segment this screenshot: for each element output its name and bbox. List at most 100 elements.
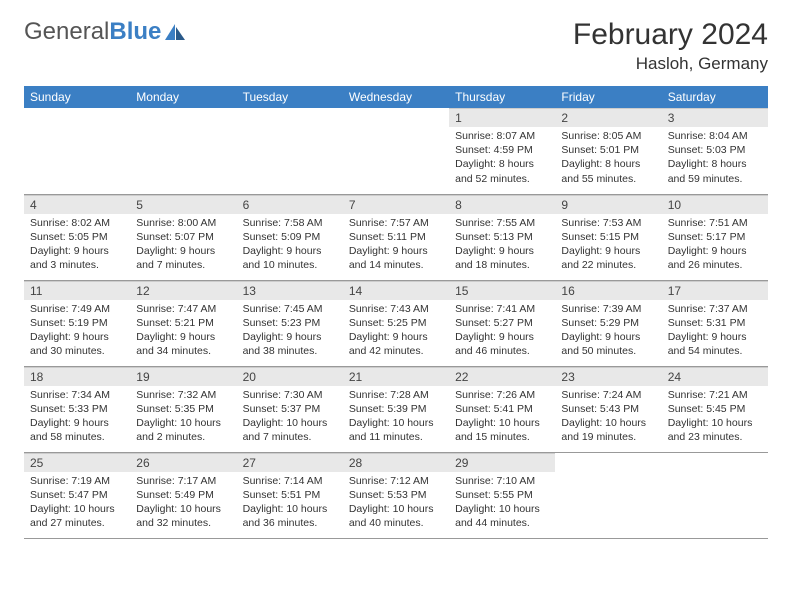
day-details: Sunrise: 7:30 AMSunset: 5:37 PMDaylight:…	[237, 386, 343, 447]
day-details: Sunrise: 7:57 AMSunset: 5:11 PMDaylight:…	[343, 214, 449, 275]
day-header: Friday	[555, 86, 661, 108]
day-header: Thursday	[449, 86, 555, 108]
calendar-day-empty	[24, 108, 130, 194]
day-details: Sunrise: 7:37 AMSunset: 5:31 PMDaylight:…	[662, 300, 768, 361]
date-number: 29	[449, 453, 555, 472]
calendar-day-empty	[343, 108, 449, 194]
day-details: Sunrise: 7:12 AMSunset: 5:53 PMDaylight:…	[343, 472, 449, 533]
date-number: 11	[24, 281, 130, 300]
day-details: Sunrise: 7:21 AMSunset: 5:45 PMDaylight:…	[662, 386, 768, 447]
day-details: Sunrise: 7:45 AMSunset: 5:23 PMDaylight:…	[237, 300, 343, 361]
date-number: 13	[237, 281, 343, 300]
calendar-day: 9Sunrise: 7:53 AMSunset: 5:15 PMDaylight…	[555, 194, 661, 280]
day-header: Tuesday	[237, 86, 343, 108]
calendar-day: 25Sunrise: 7:19 AMSunset: 5:47 PMDayligh…	[24, 452, 130, 538]
calendar-day: 11Sunrise: 7:49 AMSunset: 5:19 PMDayligh…	[24, 280, 130, 366]
calendar-day: 1Sunrise: 8:07 AMSunset: 4:59 PMDaylight…	[449, 108, 555, 194]
logo-text-1: General	[24, 18, 109, 45]
day-details: Sunrise: 7:47 AMSunset: 5:21 PMDaylight:…	[130, 300, 236, 361]
date-number: 28	[343, 453, 449, 472]
calendar-day: 24Sunrise: 7:21 AMSunset: 5:45 PMDayligh…	[662, 366, 768, 452]
day-details: Sunrise: 7:10 AMSunset: 5:55 PMDaylight:…	[449, 472, 555, 533]
calendar-day: 29Sunrise: 7:10 AMSunset: 5:55 PMDayligh…	[449, 452, 555, 538]
date-number: 14	[343, 281, 449, 300]
date-number: 22	[449, 367, 555, 386]
date-number: 27	[237, 453, 343, 472]
calendar-day-empty	[555, 452, 661, 538]
day-details: Sunrise: 7:32 AMSunset: 5:35 PMDaylight:…	[130, 386, 236, 447]
date-number: 12	[130, 281, 236, 300]
date-number: 23	[555, 367, 661, 386]
calendar-day: 6Sunrise: 7:58 AMSunset: 5:09 PMDaylight…	[237, 194, 343, 280]
calendar-day: 4Sunrise: 8:02 AMSunset: 5:05 PMDaylight…	[24, 194, 130, 280]
calendar-day: 21Sunrise: 7:28 AMSunset: 5:39 PMDayligh…	[343, 366, 449, 452]
logo-text-2: Blue	[109, 18, 161, 45]
calendar-day: 16Sunrise: 7:39 AMSunset: 5:29 PMDayligh…	[555, 280, 661, 366]
date-number: 20	[237, 367, 343, 386]
calendar-day: 8Sunrise: 7:55 AMSunset: 5:13 PMDaylight…	[449, 194, 555, 280]
calendar-table: SundayMondayTuesdayWednesdayThursdayFrid…	[24, 86, 768, 539]
date-number: 5	[130, 195, 236, 214]
date-number: 8	[449, 195, 555, 214]
calendar-day: 7Sunrise: 7:57 AMSunset: 5:11 PMDaylight…	[343, 194, 449, 280]
date-number: 26	[130, 453, 236, 472]
day-header: Wednesday	[343, 86, 449, 108]
calendar-week: 11Sunrise: 7:49 AMSunset: 5:19 PMDayligh…	[24, 280, 768, 366]
date-number: 18	[24, 367, 130, 386]
date-number: 25	[24, 453, 130, 472]
calendar-day: 26Sunrise: 7:17 AMSunset: 5:49 PMDayligh…	[130, 452, 236, 538]
day-details: Sunrise: 7:53 AMSunset: 5:15 PMDaylight:…	[555, 214, 661, 275]
calendar-day: 15Sunrise: 7:41 AMSunset: 5:27 PMDayligh…	[449, 280, 555, 366]
day-details: Sunrise: 8:00 AMSunset: 5:07 PMDaylight:…	[130, 214, 236, 275]
calendar-week: 4Sunrise: 8:02 AMSunset: 5:05 PMDaylight…	[24, 194, 768, 280]
day-details: Sunrise: 7:58 AMSunset: 5:09 PMDaylight:…	[237, 214, 343, 275]
day-header: Saturday	[662, 86, 768, 108]
calendar-day-empty	[662, 452, 768, 538]
day-details: Sunrise: 7:49 AMSunset: 5:19 PMDaylight:…	[24, 300, 130, 361]
date-number: 7	[343, 195, 449, 214]
day-header-row: SundayMondayTuesdayWednesdayThursdayFrid…	[24, 86, 768, 108]
day-details: Sunrise: 7:28 AMSunset: 5:39 PMDaylight:…	[343, 386, 449, 447]
calendar-day: 10Sunrise: 7:51 AMSunset: 5:17 PMDayligh…	[662, 194, 768, 280]
calendar-day: 5Sunrise: 8:00 AMSunset: 5:07 PMDaylight…	[130, 194, 236, 280]
calendar-week: 25Sunrise: 7:19 AMSunset: 5:47 PMDayligh…	[24, 452, 768, 538]
date-number: 16	[555, 281, 661, 300]
month-title: February 2024	[573, 18, 768, 52]
date-number: 2	[555, 108, 661, 127]
calendar-day: 28Sunrise: 7:12 AMSunset: 5:53 PMDayligh…	[343, 452, 449, 538]
calendar-day: 23Sunrise: 7:24 AMSunset: 5:43 PMDayligh…	[555, 366, 661, 452]
day-details: Sunrise: 8:02 AMSunset: 5:05 PMDaylight:…	[24, 214, 130, 275]
calendar-day: 2Sunrise: 8:05 AMSunset: 5:01 PMDaylight…	[555, 108, 661, 194]
day-details: Sunrise: 7:14 AMSunset: 5:51 PMDaylight:…	[237, 472, 343, 533]
title-block: February 2024 Hasloh, Germany	[573, 18, 768, 74]
calendar-day-empty	[237, 108, 343, 194]
date-number: 10	[662, 195, 768, 214]
day-details: Sunrise: 7:34 AMSunset: 5:33 PMDaylight:…	[24, 386, 130, 447]
calendar-day: 19Sunrise: 7:32 AMSunset: 5:35 PMDayligh…	[130, 366, 236, 452]
calendar-day: 13Sunrise: 7:45 AMSunset: 5:23 PMDayligh…	[237, 280, 343, 366]
date-number: 24	[662, 367, 768, 386]
date-number: 1	[449, 108, 555, 127]
calendar-day: 3Sunrise: 8:04 AMSunset: 5:03 PMDaylight…	[662, 108, 768, 194]
location: Hasloh, Germany	[573, 54, 768, 74]
header: GeneralBlue February 2024 Hasloh, German…	[24, 18, 768, 74]
date-number: 3	[662, 108, 768, 127]
day-details: Sunrise: 7:51 AMSunset: 5:17 PMDaylight:…	[662, 214, 768, 275]
day-header: Sunday	[24, 86, 130, 108]
date-number: 9	[555, 195, 661, 214]
calendar-day: 27Sunrise: 7:14 AMSunset: 5:51 PMDayligh…	[237, 452, 343, 538]
date-number: 4	[24, 195, 130, 214]
day-details: Sunrise: 8:07 AMSunset: 4:59 PMDaylight:…	[449, 127, 555, 188]
day-details: Sunrise: 7:19 AMSunset: 5:47 PMDaylight:…	[24, 472, 130, 533]
day-details: Sunrise: 7:24 AMSunset: 5:43 PMDaylight:…	[555, 386, 661, 447]
calendar-day: 17Sunrise: 7:37 AMSunset: 5:31 PMDayligh…	[662, 280, 768, 366]
calendar-day-empty	[130, 108, 236, 194]
calendar-body: 1Sunrise: 8:07 AMSunset: 4:59 PMDaylight…	[24, 108, 768, 538]
logo: GeneralBlue	[24, 18, 185, 46]
date-number: 17	[662, 281, 768, 300]
calendar-week: 1Sunrise: 8:07 AMSunset: 4:59 PMDaylight…	[24, 108, 768, 194]
calendar-day: 20Sunrise: 7:30 AMSunset: 5:37 PMDayligh…	[237, 366, 343, 452]
day-details: Sunrise: 7:39 AMSunset: 5:29 PMDaylight:…	[555, 300, 661, 361]
logo-sail-icon	[165, 24, 185, 40]
day-details: Sunrise: 7:43 AMSunset: 5:25 PMDaylight:…	[343, 300, 449, 361]
